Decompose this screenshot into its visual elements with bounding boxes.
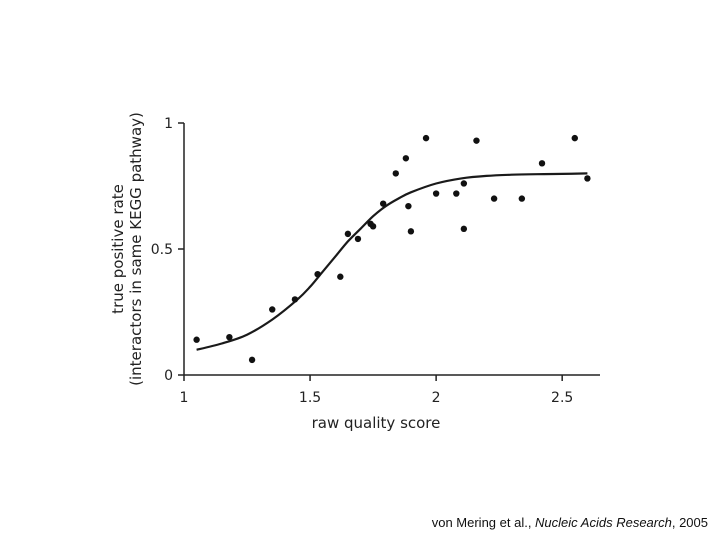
y-tick-label: 0.5 (151, 242, 173, 258)
data-point (291, 296, 299, 303)
x-tick-label: 2.5 (551, 390, 573, 406)
x-tick-label: 1.5 (299, 390, 321, 406)
data-point (226, 334, 233, 341)
data-point (354, 235, 362, 243)
y-axis-label-group: true positive rate (interactors in same … (109, 112, 145, 386)
data-point (407, 228, 415, 235)
data-point (473, 137, 480, 144)
citation-year: , 2005 (671, 515, 708, 530)
data-point (193, 336, 200, 343)
data-point (422, 134, 430, 142)
data-point (538, 160, 546, 167)
data-point (490, 195, 498, 202)
data-point (269, 306, 276, 313)
citation-authors: von Mering et al., (431, 515, 536, 530)
citation: von Mering et al., Nucleic Acids Researc… (432, 515, 708, 530)
y-tick-label: 0 (164, 368, 173, 384)
data-point (402, 155, 410, 162)
data-point (369, 223, 377, 230)
data-point (584, 175, 591, 182)
x-axis-label: raw quality score (312, 414, 441, 432)
y-ticks: 00.51 (151, 116, 184, 384)
data-point (460, 180, 468, 187)
data-point (248, 356, 256, 364)
data-point (405, 202, 412, 210)
y-tick-label: 1 (164, 116, 173, 132)
data-point (344, 230, 352, 238)
data-point (460, 225, 468, 233)
data-point (432, 190, 440, 197)
data-point (379, 200, 387, 207)
x-ticks: 1 1.5 2 2.5 (180, 375, 573, 406)
data-point (453, 190, 460, 197)
citation-journal: Nucleic Acids Research (535, 515, 672, 530)
fit-curve (196, 172, 588, 351)
x-tick-label: 1 (180, 390, 189, 406)
data-point (337, 273, 344, 280)
data-point (392, 170, 399, 177)
data-point (571, 134, 578, 142)
data-point (314, 271, 321, 278)
y-axis-label-line2: (interactors in same KEGG pathway) (127, 112, 145, 386)
x-tick-label: 2 (432, 390, 441, 406)
y-axis-label-line1: true positive rate (109, 184, 127, 314)
data-points (193, 134, 591, 364)
data-point (518, 195, 526, 202)
